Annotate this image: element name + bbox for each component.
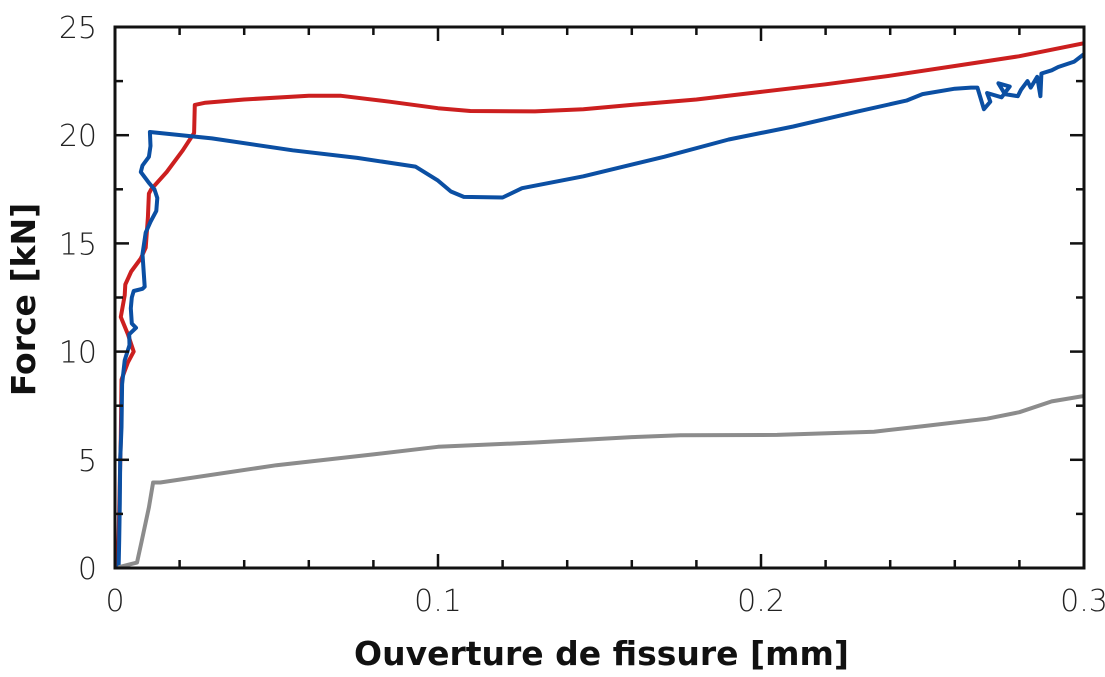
- y-tick-label: 25: [59, 11, 97, 46]
- series-line-2: [116, 52, 1084, 568]
- x-tick-label: 0.1: [414, 584, 462, 619]
- y-tick-label: 10: [59, 336, 97, 371]
- plot-frame: [113, 25, 1086, 570]
- y-tick-label: 0: [78, 552, 97, 587]
- x-tick-label: 0.3: [1060, 584, 1105, 619]
- x-axis-title: Ouverture de fissure [mm]: [354, 634, 849, 673]
- x-tick-label: 0: [105, 584, 124, 619]
- tick-label-layer: 0 0.1 0.2 0.3 0 5 10 15 20 25: [59, 11, 1105, 619]
- y-axis-title: Force [kN]: [4, 203, 43, 396]
- y-tick-label: 20: [59, 119, 97, 154]
- series-layer: [115, 41, 1084, 568]
- y-tick-label: 15: [59, 227, 97, 262]
- series-line-3: [117, 394, 1084, 568]
- y-tick-label: 5: [78, 444, 97, 479]
- x-tick-label: 0.2: [737, 584, 785, 619]
- series-line-1: [115, 41, 1084, 568]
